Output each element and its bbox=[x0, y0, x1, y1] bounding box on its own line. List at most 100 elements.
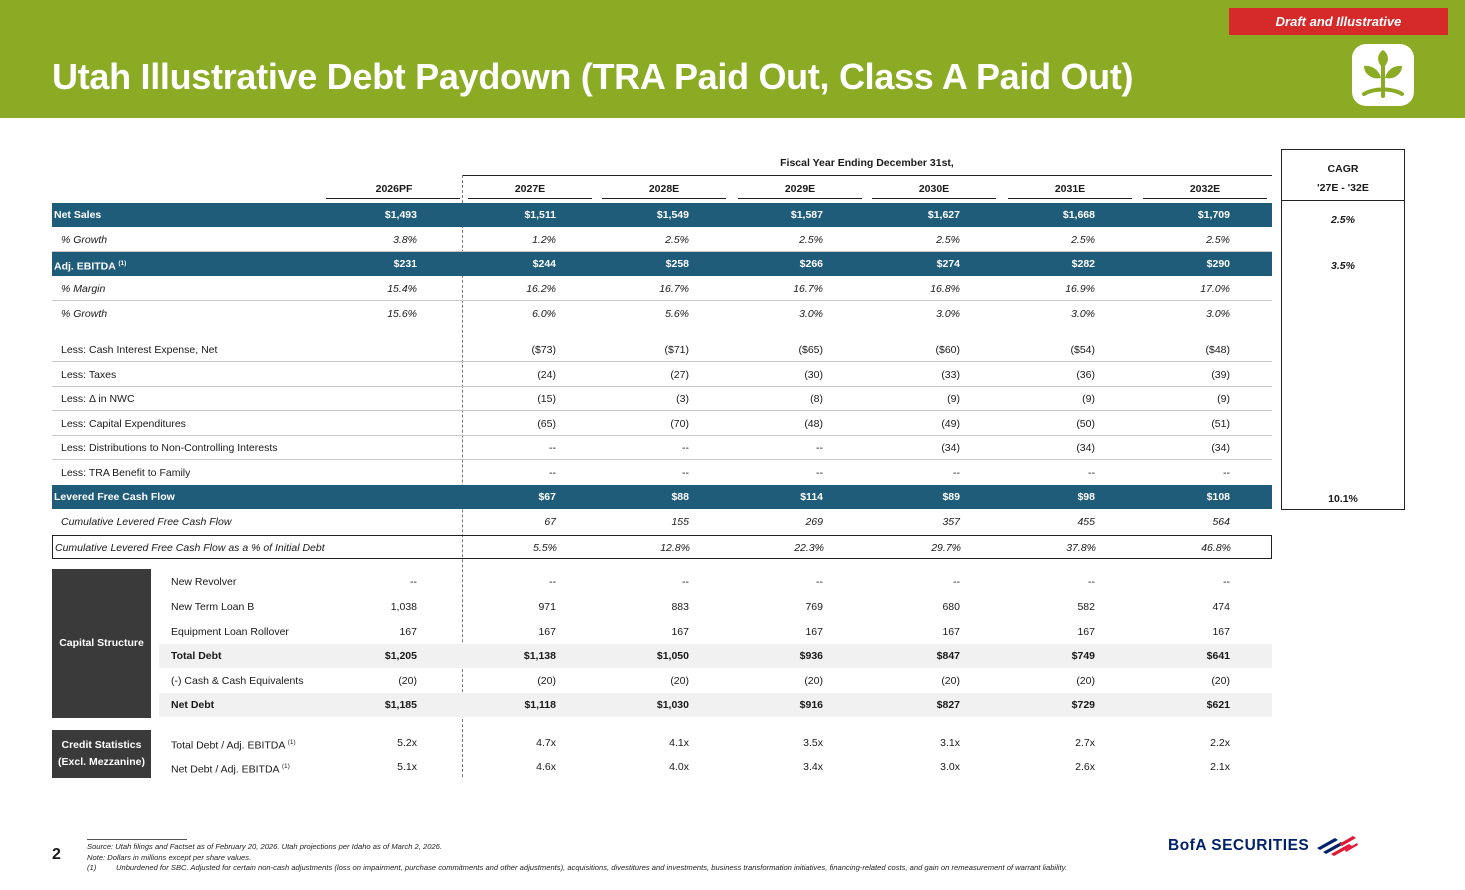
table-cell: 46.8% bbox=[1201, 542, 1231, 554]
table-cell: 167 bbox=[538, 626, 556, 638]
table-cell: (20) bbox=[398, 675, 417, 687]
table-cell: $244 bbox=[532, 258, 556, 270]
column-header-2026pf: 2026PF bbox=[375, 183, 413, 195]
table-cell: $1,118 bbox=[524, 699, 556, 711]
column-header-rule bbox=[1143, 198, 1267, 199]
table-cell: $1,668 bbox=[1062, 209, 1095, 221]
table-cell: -- bbox=[816, 467, 823, 479]
table-cell: (34) bbox=[941, 442, 960, 454]
table-cell: 167 bbox=[1077, 626, 1095, 638]
table-cell: 16.2% bbox=[526, 283, 556, 295]
table-cell: 3.8% bbox=[393, 234, 417, 246]
table-cell: 167 bbox=[399, 626, 417, 638]
table-cell bbox=[317, 412, 417, 436]
table-cell: $936 bbox=[799, 650, 823, 662]
table-cell: -- bbox=[1088, 576, 1095, 588]
table-cell: $231 bbox=[393, 258, 417, 270]
table-cell: 5.1x bbox=[397, 761, 417, 773]
table-cell: 155 bbox=[671, 516, 689, 528]
column-header-2028e: 2028E bbox=[648, 183, 680, 195]
credit-statistics-label: Credit Statistics (Excl. Mezzanine) bbox=[52, 730, 151, 778]
capital-structure-row: New Term Loan B 1,038 971 883 769 680 582 474 bbox=[159, 595, 1272, 619]
table-cell: (51) bbox=[1211, 418, 1230, 430]
draft-badge: Draft and Illustrative bbox=[1229, 8, 1448, 35]
table-cell: $89 bbox=[942, 491, 960, 503]
table-cell: ($60) bbox=[935, 344, 960, 356]
capital-structure-row: New Revolver -- -- -- -- -- -- -- bbox=[159, 570, 1272, 594]
table-cell: 769 bbox=[805, 601, 823, 613]
cagr-title: CAGR bbox=[1327, 163, 1359, 175]
cagr-period: '27E - '32E bbox=[1317, 182, 1369, 194]
table-cell: 6.0% bbox=[532, 308, 556, 320]
table-cell: $916 bbox=[799, 699, 823, 711]
table-cell: 455 bbox=[1077, 516, 1095, 528]
row-label: Less: Taxes bbox=[61, 369, 117, 381]
table-cell: -- bbox=[953, 576, 960, 588]
row-label: % Growth bbox=[61, 234, 108, 246]
table-cell: (3) bbox=[676, 393, 689, 405]
table-cell: (9) bbox=[947, 393, 960, 405]
table-cell: (9) bbox=[1217, 393, 1230, 405]
table-cell: $282 bbox=[1071, 258, 1095, 270]
table-cell: (20) bbox=[670, 675, 689, 687]
table-cell: 2.5% bbox=[1206, 234, 1230, 246]
pf-divider bbox=[462, 175, 463, 777]
table-cell: 4.6x bbox=[536, 761, 556, 773]
cagr-box: CAGR '27E - '32E 2.5% 3.5% 10.1% bbox=[1281, 149, 1405, 510]
table-cell: 167 bbox=[942, 626, 960, 638]
table-cell: (49) bbox=[941, 418, 960, 430]
table-cell: 3.0% bbox=[799, 308, 823, 320]
table-row: Less: Taxes (24) (27) (30) (33) (36) (39) bbox=[52, 363, 1272, 387]
table-cell: 3.0% bbox=[936, 308, 960, 320]
table-cell bbox=[317, 461, 417, 485]
table-cell: -- bbox=[1223, 576, 1230, 588]
table-cell: -- bbox=[682, 576, 689, 588]
table-cell: 3.0% bbox=[1206, 308, 1230, 320]
table-cell: -- bbox=[816, 442, 823, 454]
table-row: Less: Cash Interest Expense, Net ($73) ($7… bbox=[52, 338, 1272, 362]
table-cell: (65) bbox=[537, 418, 556, 430]
row-label: % Growth bbox=[61, 308, 108, 320]
title-banner bbox=[0, 0, 1465, 118]
table-cell: $114 bbox=[800, 491, 823, 503]
row-label: Levered Free Cash Flow bbox=[54, 491, 175, 503]
table-cell: 16.8% bbox=[930, 283, 960, 295]
row-label: Less: Δ in NWC bbox=[61, 393, 135, 405]
row-label: Total Debt bbox=[171, 650, 222, 662]
row-label: Net Sales bbox=[54, 209, 102, 221]
table-cell: 4.1x bbox=[669, 737, 689, 749]
table-cell: 16.7% bbox=[659, 283, 689, 295]
table-cell: 2.5% bbox=[665, 234, 689, 246]
table-cell bbox=[317, 436, 417, 460]
column-header-rule bbox=[602, 198, 726, 199]
table-cell: 2.6x bbox=[1075, 761, 1095, 773]
table-cell: 37.8% bbox=[1066, 542, 1096, 554]
table-cell bbox=[317, 363, 417, 387]
table-row: Net Sales $1,493 $1,511 $1,549 $1,587 $1,627 $… bbox=[52, 203, 1272, 227]
source-note: Source: Utah filings and Factset as of F… bbox=[87, 842, 442, 851]
table-cell: 2.5% bbox=[1071, 234, 1095, 246]
table-cell: $847 bbox=[936, 650, 960, 662]
column-header-rule bbox=[872, 198, 996, 199]
table-cell: 4.0x bbox=[669, 761, 689, 773]
table-cell: $827 bbox=[936, 699, 960, 711]
table-row: Less: Capital Expenditures (65) (70) (48) (4… bbox=[52, 412, 1272, 436]
table-cell: ($71) bbox=[664, 344, 689, 356]
capital-structure-label: Capital Structure bbox=[52, 569, 151, 718]
table-cell: $1,511 bbox=[524, 209, 556, 221]
row-label: % Margin bbox=[61, 283, 106, 295]
table-cell: 5.6% bbox=[665, 308, 689, 320]
table-row: % Growth 15.6% 6.0% 5.6% 3.0% 3.0% 3.0% 3.0% bbox=[52, 302, 1272, 326]
table-cell: (20) bbox=[537, 675, 556, 687]
table-cell: (24) bbox=[537, 369, 556, 381]
table-cell: (20) bbox=[1211, 675, 1230, 687]
table-cell bbox=[317, 338, 417, 362]
table-cell: ($54) bbox=[1070, 344, 1095, 356]
row-label: New Term Loan B bbox=[171, 601, 255, 613]
table-cell: 2.2x bbox=[1210, 737, 1230, 749]
table-cell: $1,138 bbox=[523, 650, 556, 662]
capital-structure-row: (-) Cash & Cash Equivalents (20) (20) (20) (… bbox=[159, 669, 1272, 693]
bofa-wordmark: BofA SECURITIES bbox=[1168, 837, 1310, 854]
table-cell: (34) bbox=[1076, 442, 1095, 454]
table-cell: 3.4x bbox=[803, 761, 823, 773]
